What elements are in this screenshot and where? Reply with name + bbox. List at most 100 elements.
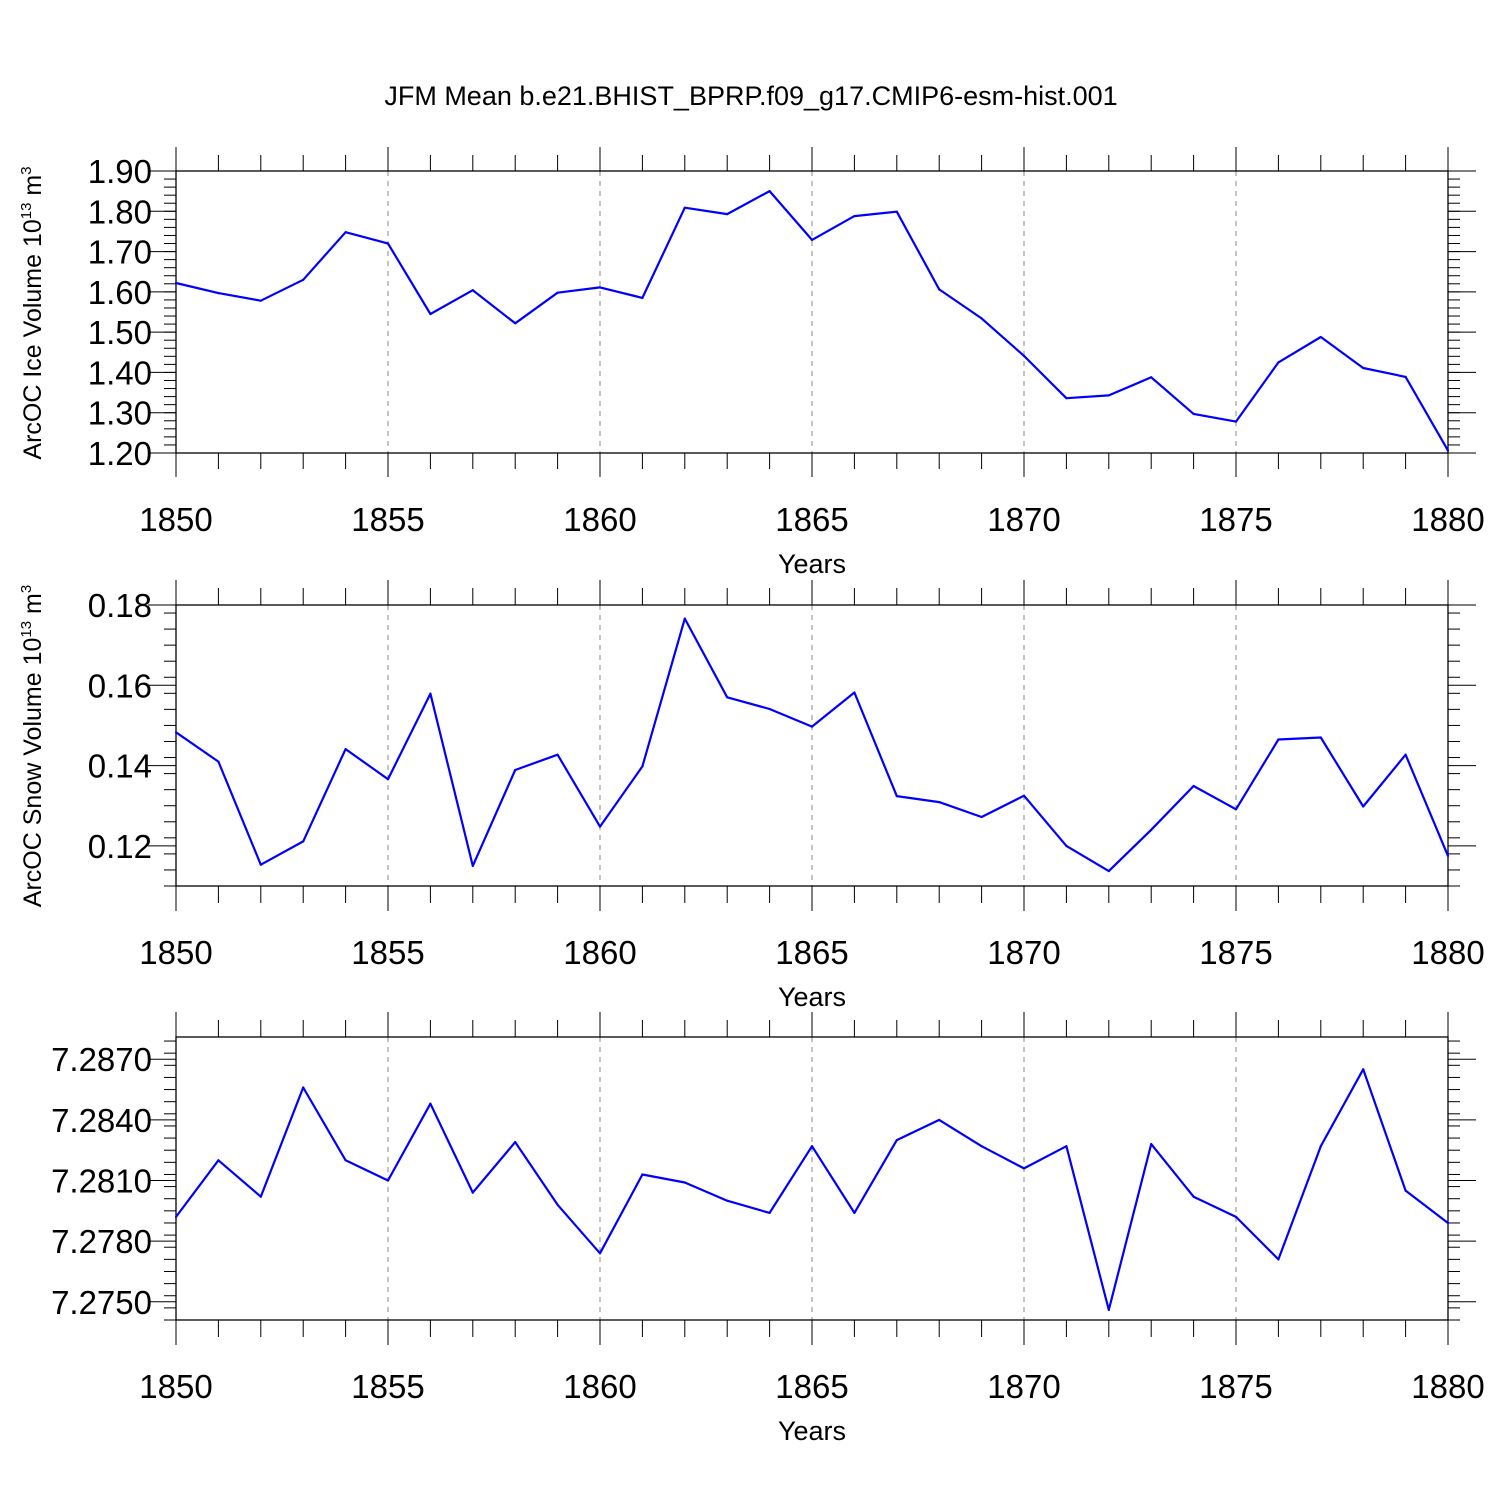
snow-volume-y-tick-label: 0.18 bbox=[88, 587, 152, 624]
ice-volume-data-point bbox=[938, 288, 941, 291]
third-panel-data-point bbox=[938, 1118, 941, 1121]
snow-volume-x-tick-label: 1870 bbox=[987, 934, 1060, 971]
ice-volume-data-point bbox=[344, 231, 347, 234]
snow-volume-data-point bbox=[1362, 805, 1365, 808]
ice-volume-x-tick-label: 1855 bbox=[351, 501, 424, 538]
snow-volume-plot-frame bbox=[175, 604, 1449, 887]
snow-volume-data-point bbox=[429, 692, 432, 695]
third-panel-data-point bbox=[1362, 1068, 1365, 1071]
ice-volume-data-point bbox=[386, 242, 390, 245]
third-panel: Years 7.2750 7.2780 7.2810 7.2840 7.2870 1850… bbox=[51, 1012, 1485, 1446]
snow-volume-x-tick-label: 1860 bbox=[563, 934, 636, 971]
ice-volume-x-tick-label: 1860 bbox=[563, 501, 636, 538]
third-panel-data-point bbox=[1446, 1221, 1450, 1225]
ice-volume-data-point bbox=[429, 312, 432, 316]
snow-volume-data-point bbox=[598, 825, 602, 828]
snow-volume-x-tick-label: 1850 bbox=[139, 934, 212, 971]
third-panel-data-point bbox=[259, 1195, 262, 1198]
ice-volume-data-point bbox=[1107, 394, 1110, 397]
third-panel-y-tick-label: 7.2870 bbox=[51, 1041, 152, 1078]
ice-volume-data-point bbox=[1319, 335, 1322, 339]
third-panel-data-point bbox=[302, 1086, 305, 1089]
third-panel-data-point bbox=[1319, 1145, 1322, 1148]
third-panel-x-tick-label: 1880 bbox=[1411, 1368, 1484, 1405]
snow-volume-x-tick-label: 1880 bbox=[1411, 934, 1484, 971]
ice-volume-x-tick-label: 1875 bbox=[1199, 501, 1272, 538]
ice-volume-y-tick-label: 1.90 bbox=[88, 153, 152, 190]
snow-volume-data-point bbox=[810, 725, 814, 728]
third-panel-x-tick-label: 1870 bbox=[987, 1368, 1060, 1405]
ice-volume-x-tick-label: 1880 bbox=[1411, 501, 1484, 538]
third-panel-data-point bbox=[514, 1141, 517, 1144]
snow-volume-y-tick-label: 0.12 bbox=[88, 828, 152, 865]
ice-volume-data-point bbox=[1065, 397, 1068, 400]
ice-volume-data-point bbox=[471, 289, 474, 292]
ice-volume-data-point bbox=[1234, 420, 1238, 423]
ice-volume-data-point bbox=[810, 238, 814, 241]
third-panel-data-point bbox=[1150, 1143, 1153, 1146]
ice-volume-data-point bbox=[302, 278, 305, 281]
third-panel-data-point bbox=[726, 1199, 729, 1202]
third-panel-data-point bbox=[344, 1159, 347, 1162]
ice-volume-x-tick-label: 1870 bbox=[987, 501, 1060, 538]
snow-volume-y-tick-label: 0.16 bbox=[88, 667, 152, 704]
ice-volume-data-point bbox=[1446, 449, 1450, 452]
ice-volume-data-point bbox=[514, 322, 517, 325]
ice-volume-data-point bbox=[980, 317, 983, 320]
third-panel-y-tick-label: 7.2750 bbox=[51, 1284, 152, 1321]
ice-volume-x-axis-label: Years bbox=[778, 549, 846, 579]
third-panel-plot-frame bbox=[175, 1036, 1449, 1321]
ice-volume-data-point bbox=[1277, 361, 1280, 364]
ice-volume-data-point bbox=[853, 215, 856, 218]
third-panel-data-point bbox=[1022, 1167, 1026, 1170]
snow-volume-data-point bbox=[938, 801, 941, 804]
ice-volume-y-tick-label: 1.20 bbox=[88, 435, 152, 472]
snow-volume-data-point bbox=[174, 731, 178, 734]
ice-volume-y-tick-label: 1.40 bbox=[88, 354, 152, 391]
third-panel-data-point bbox=[1107, 1308, 1110, 1311]
snow-volume-data-point bbox=[768, 707, 771, 711]
third-panel-data-point bbox=[683, 1181, 686, 1184]
snow-volume-x-tick-label: 1865 bbox=[775, 934, 848, 971]
third-panel-data-point bbox=[768, 1211, 771, 1214]
third-panel-data-point bbox=[980, 1145, 983, 1148]
ice-volume-x-tick-label: 1865 bbox=[775, 501, 848, 538]
snow-volume-data-point bbox=[683, 617, 686, 620]
third-panel-data-point bbox=[598, 1252, 602, 1255]
third-panel-x-tick-label: 1875 bbox=[1199, 1368, 1272, 1405]
ice-volume-data-point bbox=[174, 281, 178, 285]
third-panel-data-point bbox=[217, 1159, 220, 1162]
third-panel-data-point bbox=[471, 1191, 474, 1194]
ice-volume-data-point bbox=[556, 291, 559, 294]
ice-volume-y-tick-label: 1.70 bbox=[88, 234, 152, 271]
snow-volume-data-point bbox=[344, 748, 347, 751]
third-panel-data-point bbox=[895, 1139, 898, 1142]
third-panel-data-point bbox=[853, 1211, 856, 1214]
snow-volume-data-point bbox=[1065, 844, 1068, 848]
ice-volume-data-point bbox=[1362, 366, 1365, 370]
snow-volume-data-point bbox=[895, 795, 898, 798]
ice-volume-data-point bbox=[768, 190, 771, 193]
ice-volume-data-point bbox=[641, 296, 644, 299]
third-panel-y-tick-label: 7.2810 bbox=[51, 1163, 152, 1200]
snow-volume-data-point bbox=[1446, 854, 1450, 858]
snow-volume-data-point bbox=[726, 696, 729, 699]
third-panel-x-axis-label: Years bbox=[778, 1416, 846, 1446]
third-panel-x-tick-label: 1855 bbox=[351, 1368, 424, 1405]
ice-volume-y-tick-label: 1.60 bbox=[88, 274, 152, 311]
snow-volume-data-point bbox=[1277, 738, 1280, 741]
snow-volume-data-point bbox=[1319, 736, 1322, 739]
snow-volume-data-point bbox=[1150, 828, 1153, 831]
snow-volume-data-point bbox=[514, 768, 517, 772]
third-panel-data-point bbox=[174, 1215, 178, 1218]
third-panel-data-point bbox=[810, 1145, 814, 1148]
ice-volume-y-tick-label: 1.80 bbox=[88, 193, 152, 230]
snow-volume-data-point bbox=[556, 753, 559, 756]
snow-volume-data-point bbox=[853, 691, 856, 694]
ice-volume-data-point bbox=[598, 286, 602, 289]
ice-volume-y-tick-label: 1.30 bbox=[88, 395, 152, 432]
ice-volume-data-point bbox=[259, 299, 262, 302]
snow-volume-panel: ArcOC Snow Volume 1013 m3 Years 0.12 0.14… bbox=[18, 580, 1485, 1012]
ice-volume-x-tick-label: 1850 bbox=[139, 501, 212, 538]
